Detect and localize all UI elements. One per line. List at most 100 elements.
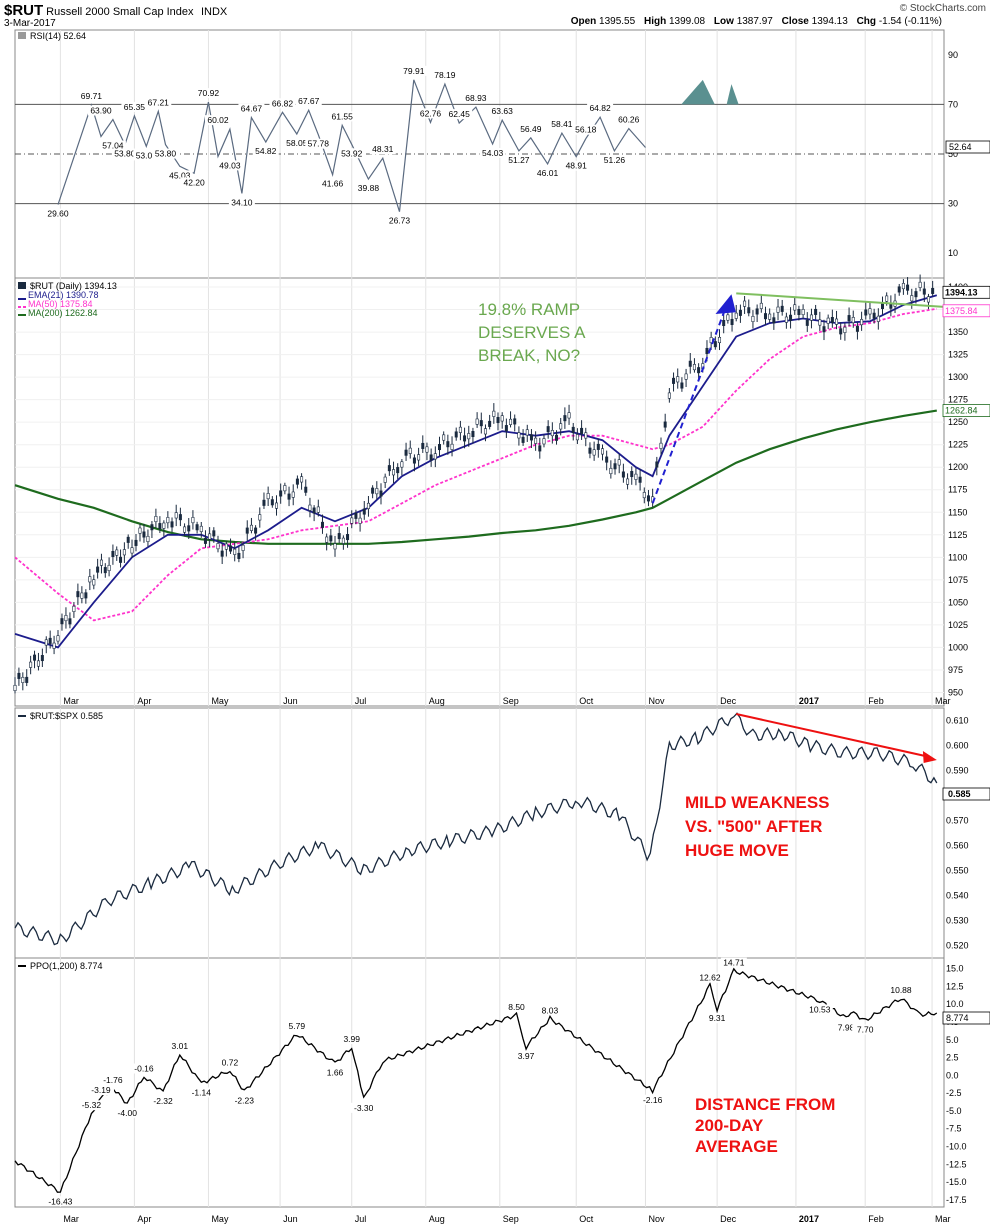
ppo-value-label: 10.88 (888, 984, 915, 995)
rsi-value-label: 61.55 (329, 111, 356, 122)
ratio-line (14, 712, 938, 946)
price-bar-body (747, 307, 751, 314)
annotation-ramp: BREAK, NO? (478, 346, 580, 365)
price-bar-body (667, 392, 671, 399)
price-bar-body (208, 533, 212, 540)
price-bar-body (417, 454, 421, 461)
annotation-distance: AVERAGE (695, 1137, 778, 1156)
x-tick-label: Mar (935, 1214, 951, 1224)
rsi-label-bg (152, 148, 179, 159)
rsi-label-bg (121, 101, 148, 112)
y-tick-label: 2.5 (946, 1053, 959, 1063)
price-bar-body (488, 420, 492, 427)
ohlc-summary: Open 1395.55 High 1399.08 Low 1387.97 Cl… (565, 16, 942, 27)
ppo-label-text: 0.72 (222, 1057, 239, 1067)
rsi-label-text: 79.91 (403, 66, 425, 76)
annotation-distance: 200-DAY (695, 1116, 764, 1135)
price-bar-body (220, 550, 224, 557)
ppo-value-label: -0.16 (130, 1063, 157, 1074)
price-bar-body (48, 637, 52, 644)
ratio-last-value: 0.585 (948, 789, 971, 799)
price-bar-body (885, 295, 889, 302)
ppo-label-text: 5.79 (289, 1021, 306, 1031)
y-tick-label: -5.0 (946, 1106, 962, 1116)
rsi-label-text: 58.41 (551, 119, 573, 129)
price-bar-body (743, 300, 747, 307)
price-bar-body (718, 337, 722, 344)
rsi-label-bg (87, 105, 114, 116)
x-tick-label: May (211, 696, 229, 706)
ppo-label-text: 1.66 (327, 1068, 344, 1078)
price-bar-body (291, 491, 295, 498)
price-bar-body (371, 487, 375, 494)
ppo-label-text: 14.71 (723, 958, 745, 968)
price-bar-body (776, 306, 780, 313)
price-bar-body (830, 316, 834, 324)
ppo-label-bg (513, 1051, 540, 1062)
rsi-label-text: 54.82 (255, 146, 277, 156)
rsi-value-label: 64.82 (587, 103, 614, 114)
price-bar-body (931, 287, 935, 294)
y-tick-label: 90 (948, 50, 958, 60)
ratio-arrow-line (736, 713, 930, 758)
rsi-value-label: 34.10 (228, 197, 255, 208)
y-tick-label: 70 (948, 99, 958, 109)
rsi-label-text: 63.63 (492, 106, 514, 116)
ppo-label-bg (852, 1024, 879, 1035)
rsi-label-text: 53.80 (114, 149, 136, 159)
rsi-label-bg (78, 91, 105, 102)
price-bar-body (822, 326, 826, 333)
rsi-label-text: 60.26 (618, 115, 640, 125)
rsi-label-text: 57.78 (308, 139, 330, 149)
y-tick-label: 1250 (948, 417, 968, 427)
rsi-label-bg (587, 103, 614, 114)
rsi-label-text: 58.05 (286, 138, 308, 148)
ppo-label-text: -4.00 (118, 1108, 138, 1118)
price-bar-body (333, 543, 337, 550)
price-bar-body (287, 493, 291, 500)
ppo-label-bg (322, 1067, 349, 1078)
x-tick-label: Jul (355, 696, 367, 706)
y-tick-label: 0.610 (946, 716, 969, 726)
price-bar-body (146, 535, 150, 542)
price-right-badge (942, 285, 990, 299)
x-tick-label: Feb (868, 1214, 884, 1224)
rsi-value-label: 78.19 (431, 70, 458, 81)
price-bar-body (621, 471, 625, 478)
price-bar-body (826, 317, 830, 324)
rsi-value-label: 53.08 (133, 150, 160, 161)
price-bar-body (563, 415, 567, 422)
price-bar-body (843, 326, 847, 333)
annotation-ramp: DESERVES A (478, 323, 586, 342)
price-bar-body (676, 376, 680, 383)
price-bar-body (295, 478, 299, 485)
price-bar-body (755, 308, 759, 315)
y-tick-label: 1075 (948, 575, 968, 585)
ppo-label-bg (87, 1085, 114, 1096)
rsi-value-label: 67.21 (145, 97, 172, 108)
price-bar-body (396, 467, 400, 474)
price-legend-item: EMA(21) 1390.78 (28, 290, 99, 300)
price-bar-body (249, 524, 253, 531)
y-tick-label: 0.590 (946, 766, 969, 776)
price-bar-body (212, 530, 216, 537)
ppo-value-label: -3.30 (350, 1102, 377, 1113)
price-bar-body (922, 288, 926, 295)
x-tick-label: Oct (579, 696, 594, 706)
symbol: $RUT (4, 2, 44, 19)
rsi-value-label: 45.03 (166, 170, 193, 181)
price-bar-body (224, 543, 228, 550)
rsi-label-bg (548, 119, 575, 130)
ppo-label-text: 7.70 (857, 1025, 874, 1035)
price-bar-body (546, 426, 550, 433)
price-bar-body (818, 319, 822, 326)
x-tick-label: Dec (720, 1214, 737, 1224)
rsi-label-text: 42.20 (183, 177, 205, 187)
rsi-label-text: 69.71 (81, 91, 103, 101)
rsi-value-label: 58.41 (548, 119, 575, 130)
rsi-label-bg (338, 148, 365, 159)
price-bar-body (789, 314, 793, 321)
price-bar-body (130, 547, 134, 554)
price-bar-body (458, 426, 462, 433)
ppo-value-label: 8.50 (503, 1001, 530, 1012)
